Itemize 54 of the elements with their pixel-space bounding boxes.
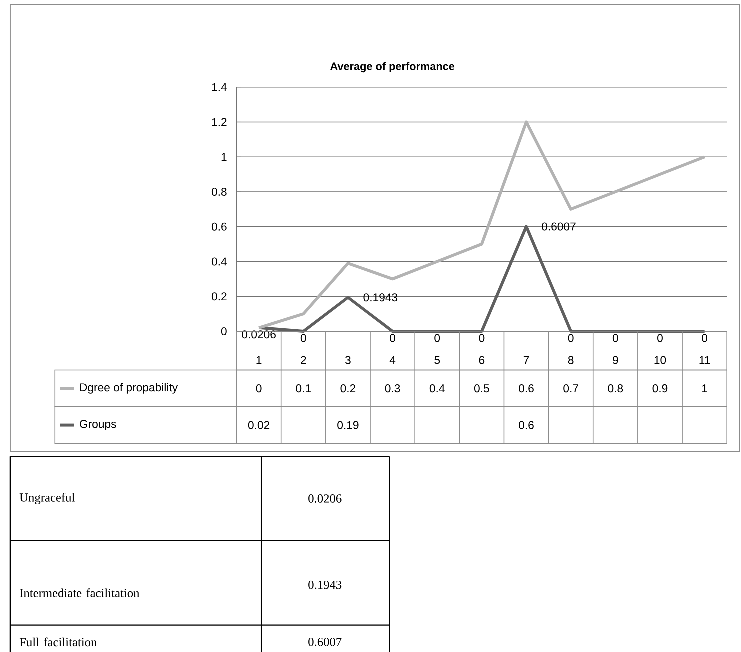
y-tick-label: 0.2 [212,292,227,301]
text: 0.3 [385,384,400,393]
text: 0.9 [652,384,668,393]
data-label: 0.19 [338,421,359,430]
text: 1 [702,384,708,392]
text: Ungraceful [20,493,75,504]
annotation: 0.6007 [542,222,576,231]
x-tick-label: 3 [345,356,351,364]
y-tick-label: 1.2 [212,118,227,126]
x-tick-label: 10 [654,356,666,364]
annotation: 0 [612,334,618,342]
text: 0.6007 [308,638,342,646]
data-label: 0.02 [248,421,270,430]
annotation: 0 [479,334,485,342]
line-series [258,120,706,330]
x-tick-label: 1 [256,356,262,364]
text: Intermediate facilitation [20,588,140,598]
text: 0.6 [519,384,534,393]
annotation: 0 [390,334,396,342]
x-tick-label: 6 [479,356,485,364]
text: 0.4 [430,384,445,393]
legend-label: Groups [80,420,116,430]
x-tick-label: 5 [434,356,440,364]
text: 0.1943 [308,580,342,590]
y-tick-label: 0.6 [212,222,227,231]
x-tick-label: 8 [568,356,574,364]
x-tick-label: 9 [613,356,618,364]
text: 0 [256,384,262,393]
text: 0.2 [340,384,356,393]
annotation: 0 [568,334,574,342]
annotation: 0 [702,334,708,342]
annotation: 0 [434,334,440,342]
y-tick-label: 0.4 [212,258,227,266]
y-tick-label: 1 [222,153,227,161]
annotation: 0.0206 [242,330,276,339]
x-tick-label: 11 [700,356,710,364]
x-tick-label: 2 [301,356,306,364]
text: 0.7 [564,384,578,393]
x-tick-label: 7 [524,356,530,364]
annotation: 0.1943 [364,294,398,302]
text: 0.8 [608,384,624,393]
text: 0.5 [474,384,490,393]
text: 0.0206 [308,494,342,503]
y-tick-label: 1.4 [212,83,227,92]
text: 0.1 [296,384,311,393]
data-label: 0.6 [519,421,534,430]
legend-label: Dgree of propability [80,383,178,394]
y-tick-label: 0 [221,327,227,336]
annotation: 0 [300,334,306,342]
chart-title: Average of performance [330,62,455,73]
y-tick-label: 0.8 [212,188,227,196]
text: Full facilitation [20,638,98,647]
annotation: 0 [658,334,663,342]
x-tick-label: 4 [390,356,396,364]
